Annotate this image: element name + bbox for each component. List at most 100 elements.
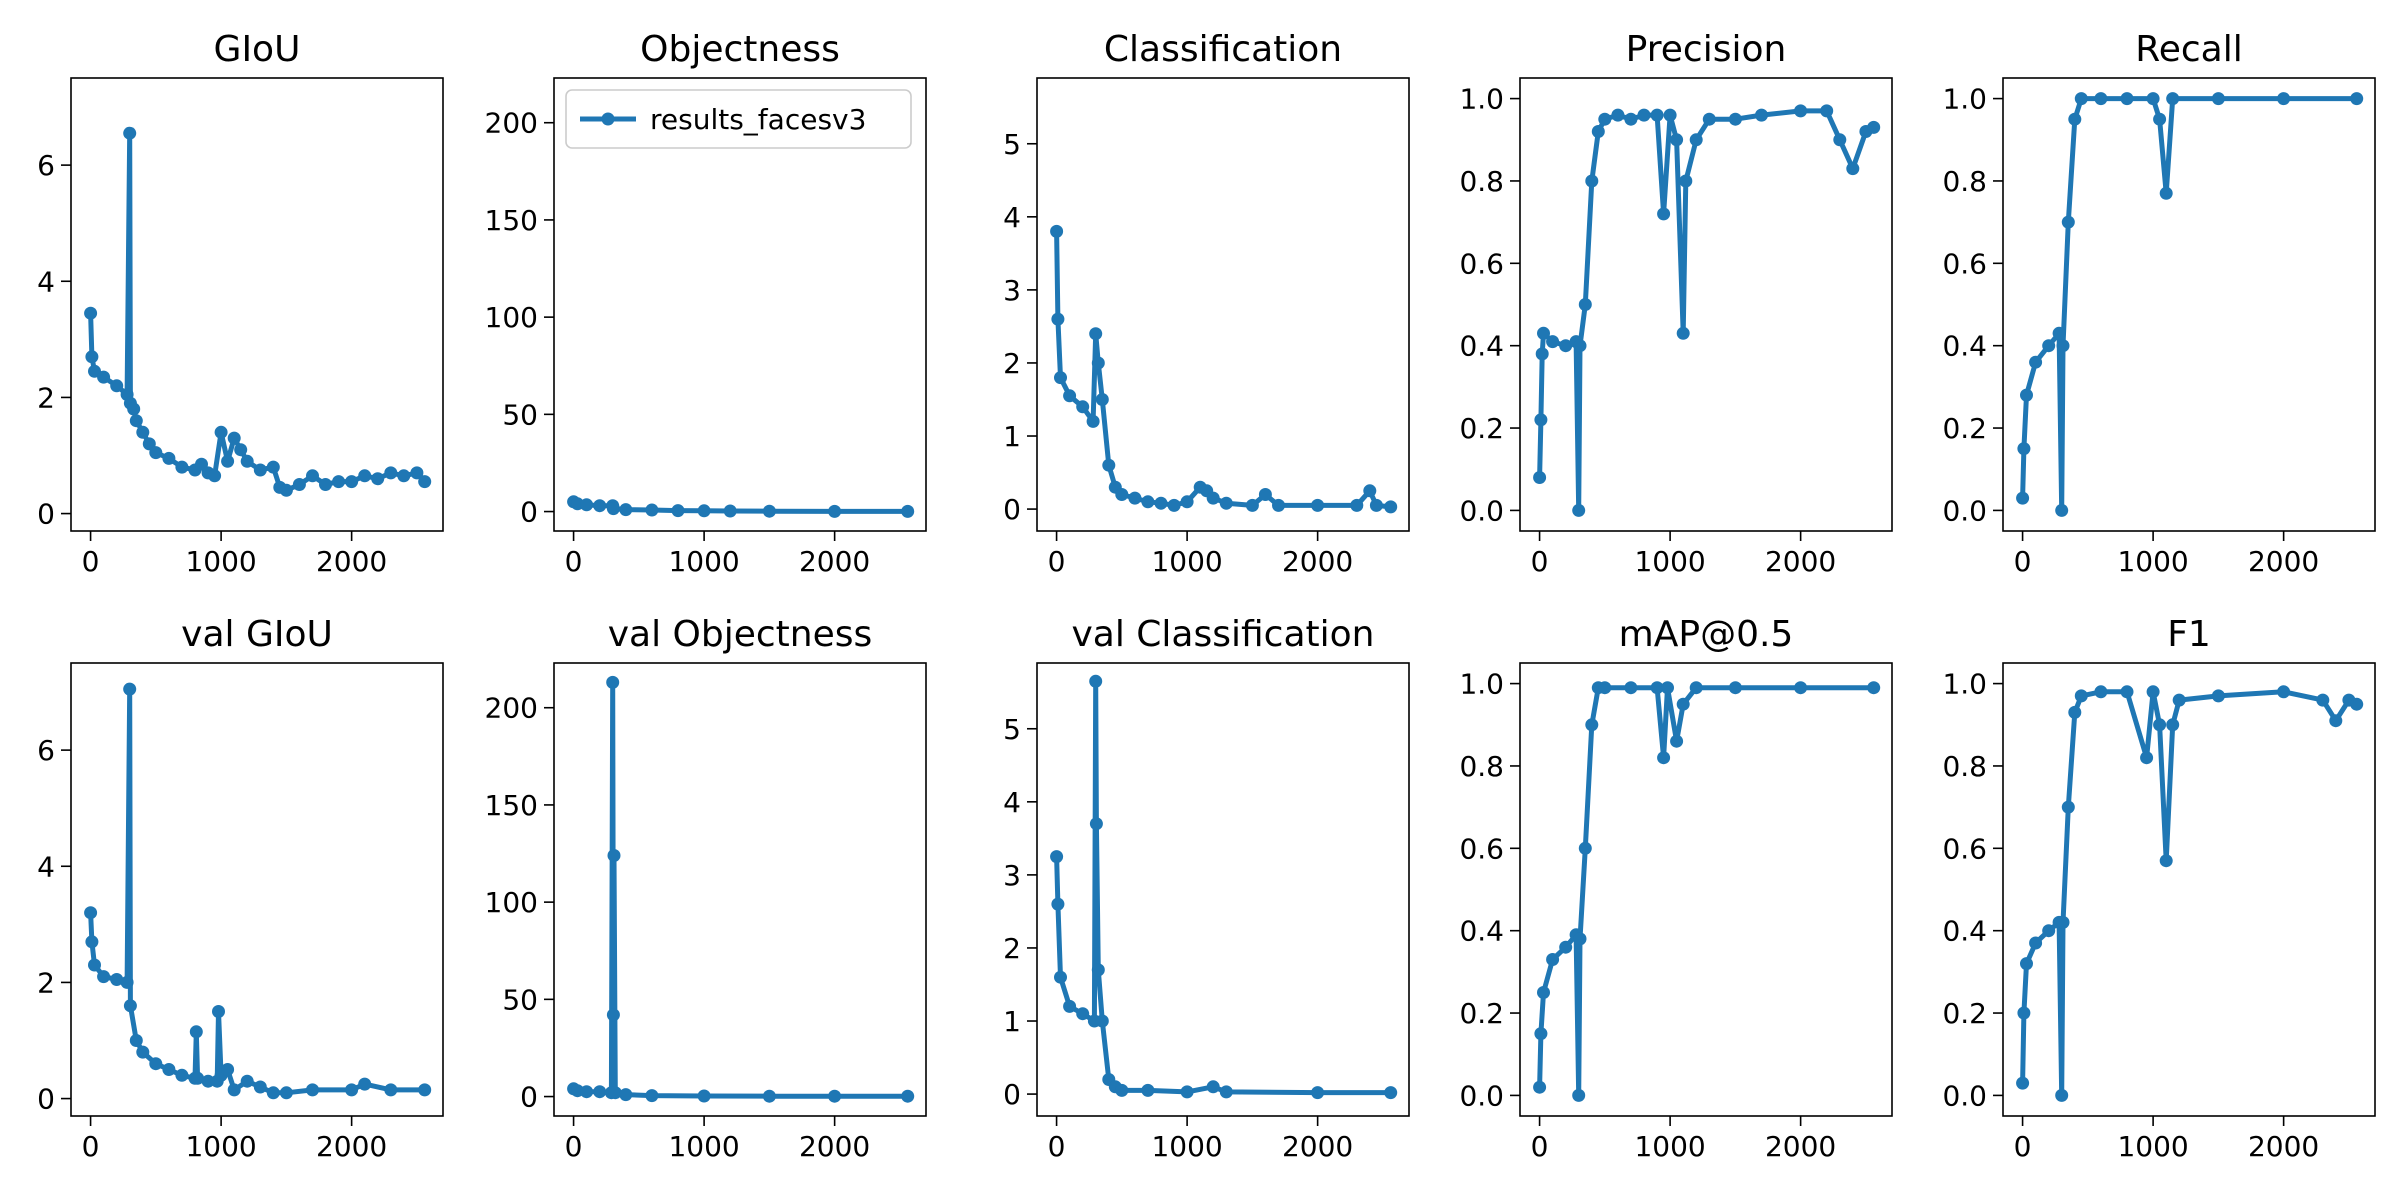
data-point bbox=[201, 1074, 215, 1088]
x-tick-label: 2000 bbox=[2248, 545, 2319, 578]
data-point bbox=[371, 472, 385, 486]
data-point bbox=[1089, 327, 1103, 341]
data-point bbox=[1311, 498, 1325, 512]
data-point bbox=[1657, 207, 1671, 221]
data-point bbox=[227, 1083, 241, 1097]
data-point bbox=[123, 682, 137, 696]
data-point bbox=[1573, 339, 1587, 353]
data-point bbox=[120, 975, 134, 989]
y-tick-label: 0.0 bbox=[1942, 1079, 1987, 1112]
x-tick-label: 1000 bbox=[1151, 545, 1222, 578]
y-tick-label: 0 bbox=[520, 496, 538, 529]
data-point bbox=[279, 1086, 293, 1100]
y-tick-label: 4 bbox=[37, 850, 55, 883]
data-point bbox=[1115, 488, 1129, 501]
data-point bbox=[1794, 104, 1808, 118]
data-point bbox=[2055, 503, 2069, 517]
data-point bbox=[136, 425, 150, 439]
y-tick-label: 0.4 bbox=[1459, 915, 1504, 948]
data-point bbox=[1051, 897, 1065, 911]
y-tick-label: 0.2 bbox=[1942, 997, 1987, 1030]
data-point bbox=[266, 1086, 280, 1100]
data-point bbox=[2052, 326, 2066, 340]
x-tick-label: 1000 bbox=[185, 545, 256, 578]
data-point bbox=[127, 402, 141, 416]
data-point bbox=[1219, 496, 1233, 510]
y-tick-label: 2 bbox=[1003, 347, 1021, 380]
data-point bbox=[208, 469, 222, 483]
x-tick-label: 1000 bbox=[668, 545, 739, 578]
data-point bbox=[1095, 393, 1109, 406]
data-point bbox=[2120, 685, 2134, 699]
plot-frame bbox=[553, 77, 927, 532]
series-0 bbox=[1533, 681, 1881, 1102]
data-point bbox=[1573, 932, 1587, 946]
y-tick-label: 1 bbox=[1003, 420, 1021, 453]
data-point bbox=[123, 999, 137, 1013]
data-point bbox=[619, 1088, 633, 1102]
data-point bbox=[1598, 112, 1612, 126]
y-tick-label: 2 bbox=[1003, 932, 1021, 965]
y-tick-label: 100 bbox=[485, 886, 538, 919]
data-point bbox=[1572, 1088, 1586, 1102]
plot-frame bbox=[2002, 662, 2376, 1117]
y-tick-label: 50 bbox=[502, 398, 538, 431]
data-point bbox=[240, 454, 254, 468]
y-tick-label: 0 bbox=[520, 1081, 538, 1114]
y-tick-label: 3 bbox=[1003, 859, 1021, 892]
y-tick-label: 150 bbox=[485, 204, 538, 237]
data-point bbox=[85, 350, 99, 364]
data-point bbox=[593, 499, 607, 513]
data-point bbox=[1585, 718, 1599, 732]
data-point bbox=[162, 451, 176, 465]
y-tick-label: 0.2 bbox=[1459, 997, 1504, 1030]
data-point bbox=[191, 1071, 205, 1085]
plot-frame bbox=[553, 662, 927, 1117]
y-tick-label: 0.4 bbox=[1459, 330, 1504, 363]
data-point bbox=[227, 431, 241, 445]
data-point bbox=[1245, 498, 1259, 512]
data-point bbox=[1350, 498, 1364, 512]
data-point bbox=[1180, 495, 1194, 509]
data-point bbox=[1728, 681, 1742, 695]
y-tick-label: 0.2 bbox=[1459, 412, 1504, 445]
data-point bbox=[97, 970, 111, 984]
data-point bbox=[1661, 681, 1674, 695]
data-point bbox=[2211, 92, 2225, 106]
subplot-title: Classification bbox=[1104, 29, 1342, 70]
data-point bbox=[234, 443, 248, 457]
x-tick-label: 0 bbox=[1531, 545, 1549, 578]
data-point bbox=[1091, 963, 1105, 977]
data-point bbox=[345, 1083, 359, 1097]
data-point bbox=[1063, 999, 1077, 1013]
data-point bbox=[1206, 1080, 1220, 1094]
x-tick-label: 2000 bbox=[316, 1130, 387, 1163]
data-point bbox=[1537, 326, 1550, 340]
data-point bbox=[1141, 495, 1155, 509]
x-tick-label: 1000 bbox=[1634, 1130, 1705, 1163]
y-tick-label: 0.6 bbox=[1942, 832, 1987, 865]
y-tick-label: 4 bbox=[1003, 786, 1021, 819]
subplot-title: Precision bbox=[1626, 29, 1787, 70]
series-0 bbox=[1050, 224, 1398, 514]
data-point bbox=[1546, 335, 1560, 349]
data-point bbox=[1533, 471, 1547, 484]
data-point bbox=[1867, 120, 1881, 134]
x-tick-label: 2000 bbox=[1765, 1130, 1836, 1163]
x-tick-label: 0 bbox=[2014, 1130, 2032, 1163]
data-point bbox=[1624, 112, 1638, 126]
y-tick-label: 2 bbox=[37, 381, 55, 414]
y-tick-label: 1 bbox=[1003, 1005, 1021, 1038]
data-point bbox=[828, 504, 842, 518]
data-point bbox=[1050, 850, 1064, 864]
data-point bbox=[85, 935, 99, 949]
data-point bbox=[162, 1063, 176, 1076]
data-point bbox=[1689, 681, 1703, 695]
subplot-title: Objectness bbox=[640, 29, 840, 70]
x-tick-label: 2000 bbox=[799, 1130, 870, 1163]
data-point bbox=[1657, 751, 1671, 765]
data-point bbox=[1676, 326, 1690, 340]
data-point bbox=[2068, 112, 2082, 126]
y-tick-label: 6 bbox=[37, 149, 55, 182]
